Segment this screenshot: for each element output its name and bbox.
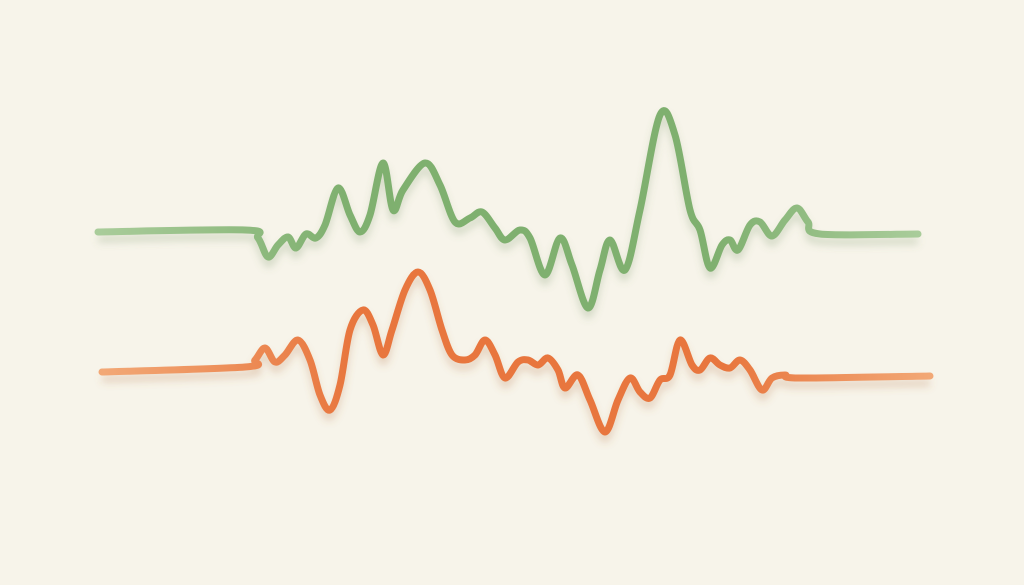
- orange-wave-shadow: [101, 275, 931, 443]
- green-wave-shadow: [97, 114, 919, 319]
- orange-wave-line: [98, 268, 934, 436]
- green-wave-line: [94, 107, 922, 312]
